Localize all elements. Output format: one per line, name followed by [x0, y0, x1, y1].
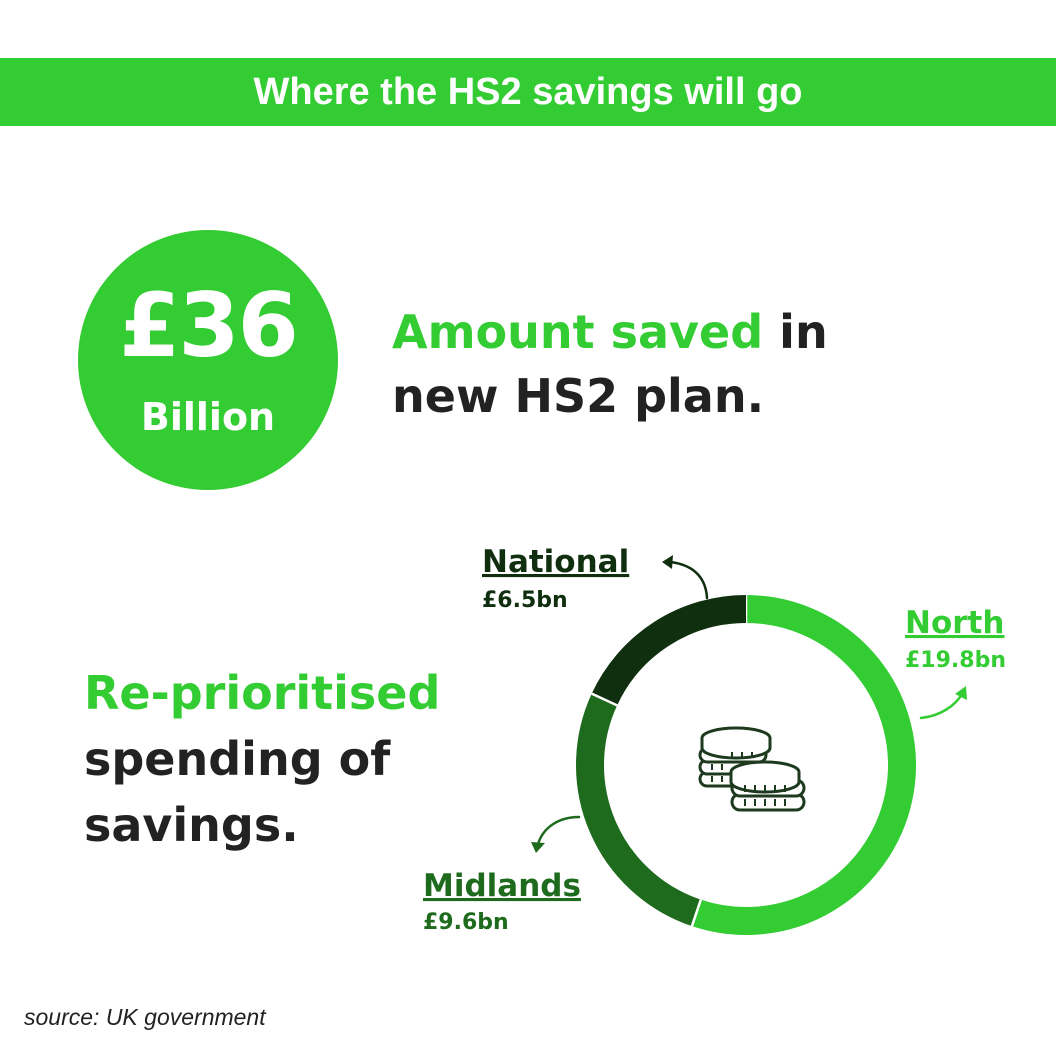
midlands-arrow-head	[531, 842, 545, 853]
north-arrow	[919, 692, 964, 720]
national-arrow	[668, 560, 709, 600]
donut-slice-national	[591, 595, 747, 706]
midlands-arrow	[536, 815, 581, 846]
midlands-label: Midlands	[423, 868, 581, 904]
north-arrow-head	[955, 686, 967, 700]
headline-line-2: new HS2 plan.	[392, 369, 765, 423]
midlands-value: £9.6bn	[423, 910, 509, 935]
donut-separator	[690, 899, 703, 927]
headline-highlight: Amount saved	[392, 305, 764, 359]
headline-line-1: Amount saved in	[392, 300, 828, 364]
national-label: National	[482, 544, 629, 580]
north-label: North	[905, 605, 1004, 641]
headline-text: Amount saved in new HS2 plan.	[392, 300, 828, 428]
donut-slices	[576, 595, 916, 935]
savings-amount: £36	[119, 274, 299, 377]
coins-icon	[698, 726, 806, 812]
headline-rest: in	[763, 305, 828, 359]
savings-unit: Billion	[140, 395, 276, 439]
subhead-line-2: spending of	[84, 732, 391, 786]
savings-badge: £36 Billion	[78, 230, 338, 490]
north-value: £19.8bn	[905, 648, 1006, 673]
title-banner: Where the HS2 savings will go	[0, 58, 1056, 126]
page-title: Where the HS2 savings will go	[253, 70, 803, 113]
donut-separator	[591, 692, 618, 707]
source-note: source: UK government	[24, 1004, 266, 1030]
subhead-line-3: savings.	[84, 798, 299, 852]
national-arrow-head	[662, 555, 673, 569]
national-value: £6.5bn	[482, 588, 568, 613]
subhead-line-1: Re-prioritised	[84, 666, 441, 720]
subhead-text: Re-prioritised spending of savings.	[84, 660, 440, 858]
donut-slice-midlands	[576, 693, 702, 927]
donut-slice-north	[691, 595, 916, 935]
